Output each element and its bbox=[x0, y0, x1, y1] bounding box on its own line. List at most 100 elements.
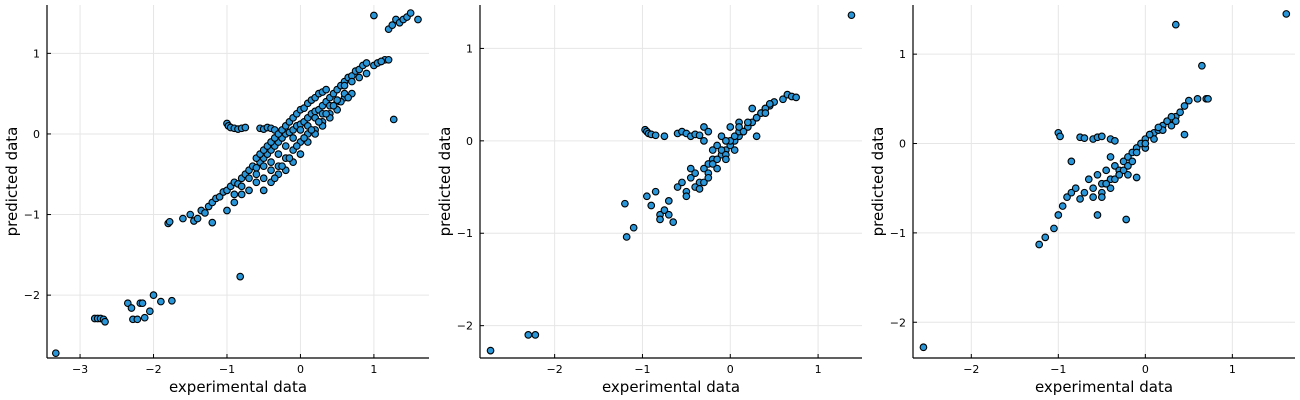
data-point bbox=[1184, 96, 1193, 105]
data-point bbox=[708, 146, 717, 154]
data-point bbox=[1115, 170, 1124, 179]
data-point bbox=[1063, 193, 1071, 201]
data-point bbox=[259, 186, 268, 195]
data-point bbox=[1097, 132, 1106, 141]
data-point bbox=[669, 218, 678, 227]
data-point bbox=[713, 155, 721, 164]
data-point bbox=[531, 331, 540, 339]
data-point bbox=[270, 174, 279, 183]
x-tick-label: 1 bbox=[815, 363, 822, 376]
data-point bbox=[722, 136, 730, 145]
data-point bbox=[127, 304, 136, 312]
data-point bbox=[1163, 117, 1171, 126]
data-point bbox=[730, 146, 739, 154]
data-point bbox=[1093, 170, 1102, 179]
data-point bbox=[237, 182, 246, 191]
data-point bbox=[384, 55, 393, 64]
y-tick-label: 1 bbox=[899, 48, 906, 61]
data-point bbox=[414, 15, 422, 24]
x-tick-label: 0 bbox=[727, 363, 734, 376]
data-point bbox=[377, 57, 386, 66]
data-point bbox=[1106, 184, 1115, 193]
data-point bbox=[314, 118, 323, 126]
data-point bbox=[682, 192, 691, 201]
data-point bbox=[1119, 166, 1128, 175]
data-point bbox=[322, 85, 331, 94]
data-point bbox=[717, 132, 726, 141]
data-point bbox=[101, 317, 109, 326]
data-point bbox=[296, 150, 305, 158]
data-point bbox=[252, 178, 261, 187]
y-tick-label: −1 bbox=[890, 227, 906, 240]
data-point bbox=[686, 173, 695, 182]
data-point bbox=[717, 146, 726, 154]
y-tick-label: 0 bbox=[33, 128, 40, 141]
data-point bbox=[1080, 188, 1089, 197]
data-point bbox=[1067, 157, 1076, 166]
data-point bbox=[1054, 211, 1063, 219]
data-point bbox=[193, 214, 202, 223]
data-point bbox=[761, 109, 770, 117]
data-point bbox=[700, 178, 708, 187]
data-point bbox=[1204, 94, 1212, 103]
y-tick-label: −2 bbox=[890, 316, 906, 329]
data-point bbox=[252, 170, 261, 179]
data-point bbox=[1122, 215, 1131, 224]
data-point bbox=[157, 297, 165, 306]
data-point bbox=[622, 233, 631, 241]
data-point bbox=[362, 59, 371, 67]
data-point bbox=[1089, 184, 1097, 193]
data-point bbox=[278, 162, 286, 171]
x-tick-label: −1 bbox=[634, 363, 650, 376]
data-point bbox=[629, 223, 638, 232]
x-tick-label: −1 bbox=[1050, 363, 1066, 376]
data-point bbox=[1102, 166, 1111, 175]
data-point bbox=[1058, 202, 1067, 210]
x-axis-title: experimental data bbox=[1035, 378, 1173, 396]
data-point bbox=[1106, 153, 1115, 161]
y-axis-title: predicted data bbox=[869, 127, 887, 237]
data-point bbox=[267, 166, 275, 175]
data-point bbox=[1180, 130, 1189, 139]
data-point bbox=[708, 160, 717, 168]
data-point bbox=[660, 206, 669, 214]
data-point bbox=[1041, 233, 1050, 242]
scatter-panel-right: −2 −1 0 1 −2 −1 0 1 experimental data predicted d… bbox=[869, 5, 1295, 396]
x-tick-label: 1 bbox=[1229, 363, 1236, 376]
data-point bbox=[713, 141, 721, 150]
y-tick-label: 1 bbox=[466, 42, 473, 55]
data-point bbox=[1132, 148, 1141, 157]
data-point bbox=[201, 209, 209, 217]
data-point bbox=[1171, 20, 1180, 29]
data-point bbox=[1167, 112, 1176, 121]
data-point bbox=[138, 299, 147, 308]
data-point bbox=[1071, 184, 1080, 193]
data-point bbox=[245, 186, 253, 195]
data-point bbox=[700, 136, 708, 145]
data-point bbox=[149, 291, 158, 299]
data-point bbox=[186, 210, 195, 219]
data-point bbox=[651, 131, 660, 140]
data-point bbox=[1056, 132, 1064, 141]
data-point bbox=[1119, 157, 1128, 166]
data-point bbox=[389, 115, 398, 124]
data-point bbox=[370, 11, 378, 20]
data-point bbox=[691, 169, 699, 178]
data-point bbox=[340, 81, 349, 90]
y-tick-label: −2 bbox=[24, 289, 40, 302]
data-point bbox=[1154, 123, 1163, 132]
y-tick-label: 0 bbox=[466, 135, 473, 148]
data-point bbox=[362, 69, 371, 78]
data-point bbox=[1176, 108, 1184, 117]
data-point bbox=[673, 183, 682, 191]
y-axis-title: predicted data bbox=[436, 127, 454, 237]
data-point bbox=[300, 134, 308, 142]
data-point bbox=[743, 118, 752, 127]
data-point bbox=[1097, 193, 1106, 201]
data-point bbox=[237, 190, 246, 199]
data-point bbox=[259, 174, 268, 183]
x-axis-title: experimental data bbox=[169, 378, 307, 396]
data-point bbox=[51, 349, 60, 358]
x-tick-label: 0 bbox=[1142, 363, 1149, 376]
data-point bbox=[1167, 121, 1176, 130]
